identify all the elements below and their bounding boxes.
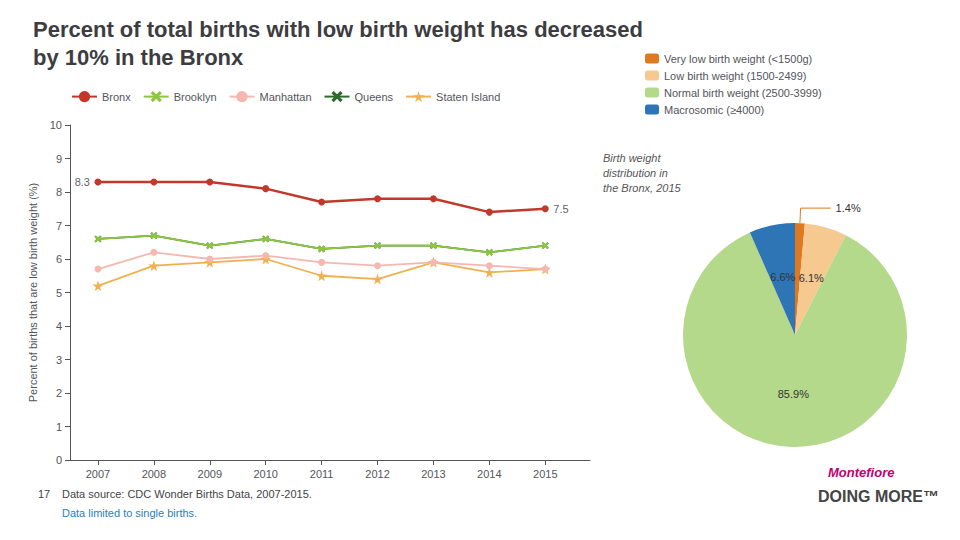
svg-text:Low birth weight (1500-2499): Low birth weight (1500-2499) <box>664 70 806 82</box>
svg-text:2011: 2011 <box>310 468 334 480</box>
svg-text:5: 5 <box>56 287 62 299</box>
svg-text:Percent of births that are low: Percent of births that are low birth wei… <box>27 183 39 402</box>
svg-text:Bronx: Bronx <box>102 91 131 103</box>
svg-text:4: 4 <box>56 320 62 332</box>
svg-text:8.3: 8.3 <box>75 176 90 188</box>
svg-text:Normal birth weight (2500-3999: Normal birth weight (2500-3999) <box>664 87 822 99</box>
svg-text:1.4%: 1.4% <box>836 202 861 214</box>
svg-text:Staten Island: Staten Island <box>436 91 500 103</box>
svg-text:7: 7 <box>56 220 62 232</box>
svg-text:Very low birth weight (<1500g): Very low birth weight (<1500g) <box>664 53 812 65</box>
svg-text:7.5: 7.5 <box>553 203 568 215</box>
svg-text:Birth weight: Birth weight <box>603 152 661 164</box>
svg-text:3: 3 <box>56 354 62 366</box>
svg-text:2015: 2015 <box>533 468 557 480</box>
svg-text:2012: 2012 <box>365 468 389 480</box>
svg-text:the Bronx, 2015: the Bronx, 2015 <box>603 182 682 194</box>
svg-text:Queens: Queens <box>355 91 394 103</box>
svg-text:Data limited to single births.: Data limited to single births. <box>62 507 197 519</box>
svg-text:Brooklyn: Brooklyn <box>174 91 217 103</box>
svg-text:0: 0 <box>56 454 62 466</box>
svg-text:2014: 2014 <box>477 468 501 480</box>
svg-text:distribution in: distribution in <box>603 167 668 179</box>
svg-text:9: 9 <box>56 153 62 165</box>
svg-text:17: 17 <box>38 488 50 500</box>
svg-text:by 10% in the Bronx: by 10% in the Bronx <box>33 45 244 70</box>
svg-text:2: 2 <box>56 387 62 399</box>
svg-text:DOING MORE™: DOING MORE™ <box>818 488 939 505</box>
svg-text:2013: 2013 <box>421 468 445 480</box>
svg-text:6.1%: 6.1% <box>799 272 824 284</box>
svg-text:6.6%: 6.6% <box>770 271 795 283</box>
svg-text:2009: 2009 <box>198 468 222 480</box>
svg-text:6: 6 <box>56 253 62 265</box>
svg-text:Data source: CDC Wonder Births: Data source: CDC Wonder Births Data, 200… <box>62 488 312 500</box>
svg-text:2010: 2010 <box>253 468 277 480</box>
svg-text:Macrosomic (≥4000): Macrosomic (≥4000) <box>664 104 764 116</box>
svg-text:1: 1 <box>56 421 62 433</box>
svg-text:2007: 2007 <box>86 468 110 480</box>
svg-text:10: 10 <box>50 119 62 131</box>
svg-text:Manhattan: Manhattan <box>260 91 312 103</box>
svg-text:Percent of total births with l: Percent of total births with low birth w… <box>33 17 643 42</box>
svg-text:2008: 2008 <box>142 468 166 480</box>
svg-text:8: 8 <box>56 186 62 198</box>
svg-text:85.9%: 85.9% <box>778 388 809 400</box>
svg-text:Montefiore: Montefiore <box>828 465 894 480</box>
